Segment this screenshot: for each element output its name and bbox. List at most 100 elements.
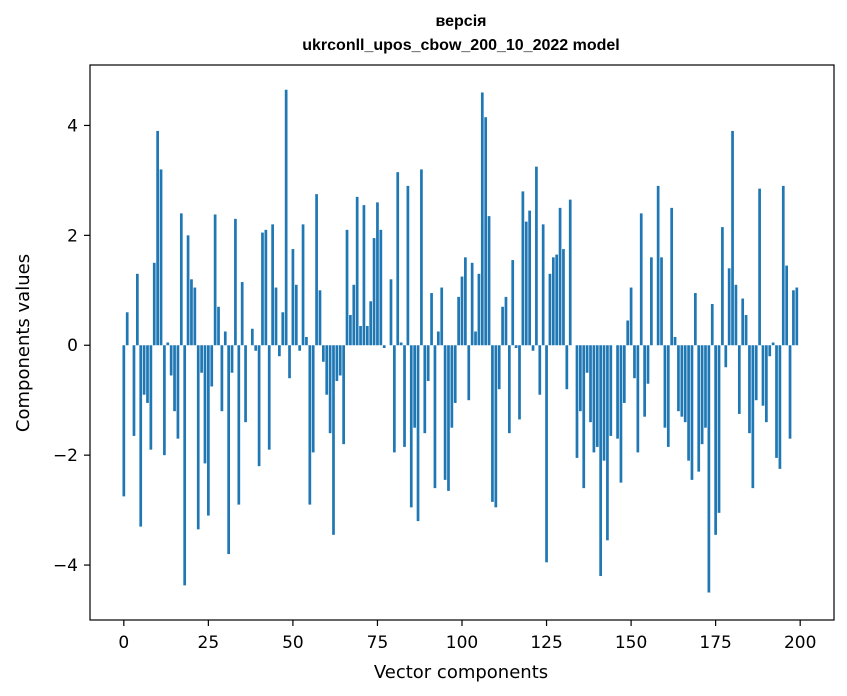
bar-176 <box>717 345 721 513</box>
bar-61 <box>328 345 332 434</box>
bar-137 <box>585 345 589 373</box>
bar-48 <box>284 89 288 346</box>
bar-151 <box>633 345 636 379</box>
bar-59 <box>321 345 325 362</box>
bar-29 <box>220 345 224 412</box>
bar-184 <box>744 315 748 346</box>
bar-33 <box>234 218 237 346</box>
x-tick-label-75: 75 <box>367 633 389 653</box>
x-tick-label-50: 50 <box>282 633 304 653</box>
bar-13 <box>166 342 170 346</box>
bar-4 <box>135 273 139 346</box>
bar-15 <box>173 345 176 412</box>
bar-196 <box>785 265 789 346</box>
bar-136 <box>582 345 586 489</box>
bar-149 <box>626 320 630 346</box>
bar-160 <box>663 345 667 428</box>
bar-69 <box>355 196 359 346</box>
bar-21 <box>193 287 197 346</box>
bar-3 <box>132 345 136 436</box>
bar-14 <box>169 345 173 376</box>
bar-159 <box>660 257 663 346</box>
bar-187 <box>754 345 758 401</box>
bar-6 <box>142 345 146 395</box>
bar-64 <box>338 345 342 376</box>
bar-192 <box>771 342 775 346</box>
bar-94 <box>440 287 444 346</box>
x-tick-label-0: 0 <box>118 633 129 653</box>
bar-7 <box>146 345 149 403</box>
bar-119 <box>524 221 528 346</box>
bar-79 <box>389 279 393 346</box>
bar-20 <box>190 279 193 346</box>
bar-150 <box>629 287 633 346</box>
bar-26 <box>210 345 214 387</box>
bar-199 <box>795 287 799 346</box>
bar-67 <box>349 315 352 346</box>
bar-144 <box>609 345 613 436</box>
bar-147 <box>619 345 623 483</box>
bar-63 <box>335 345 339 381</box>
bar-127 <box>551 257 555 346</box>
bar-177 <box>721 227 724 346</box>
y-axis: −4 −2 0 2 4 <box>53 116 90 576</box>
bar-10 <box>156 130 159 346</box>
bar-44 <box>271 224 274 346</box>
bar-28 <box>217 306 220 346</box>
bar-87 <box>416 345 420 522</box>
y-tick-label-4: 4 <box>67 116 78 136</box>
bar-185 <box>748 345 751 434</box>
bar-66 <box>345 229 349 346</box>
bar-46 <box>278 345 281 357</box>
bar-31 <box>227 345 231 555</box>
bar-143 <box>606 345 609 541</box>
bar-189 <box>761 345 765 406</box>
bar-36 <box>244 345 247 423</box>
bar-51 <box>294 284 298 346</box>
bar-154 <box>643 345 646 417</box>
bar-179 <box>727 268 731 346</box>
x-tick-label-125: 125 <box>530 633 562 653</box>
bar-182 <box>737 345 741 414</box>
bar-114 <box>507 345 511 434</box>
bar-57 <box>315 194 318 346</box>
bar-18 <box>183 345 187 586</box>
bar-129 <box>558 207 562 346</box>
bar-25 <box>207 345 210 516</box>
bar-167 <box>687 345 690 461</box>
bar-178 <box>724 345 728 368</box>
bar-125 <box>545 345 548 563</box>
bar-82 <box>399 342 403 346</box>
bar-139 <box>592 345 596 453</box>
bar-132 <box>568 199 572 346</box>
bar-141 <box>599 345 603 577</box>
bar-116 <box>514 345 518 348</box>
bar-168 <box>690 345 694 480</box>
bar-12 <box>163 345 166 456</box>
bar-172 <box>704 345 707 428</box>
bar-121 <box>531 345 535 351</box>
bar-99 <box>457 296 460 346</box>
bar-124 <box>541 224 545 346</box>
bar-191 <box>768 345 772 357</box>
bar-183 <box>741 298 745 346</box>
bar-24 <box>203 345 207 464</box>
bar-70 <box>359 326 362 346</box>
bar-89 <box>423 345 427 434</box>
bars-group <box>122 89 799 593</box>
y-tick-label--4: −4 <box>53 556 78 576</box>
bar-193 <box>775 345 778 458</box>
y-tick-label--2: −2 <box>53 446 78 466</box>
x-tick-label-175: 175 <box>699 633 731 653</box>
bar-126 <box>548 273 552 346</box>
bar-101 <box>464 257 467 346</box>
bar-62 <box>332 345 335 535</box>
x-tick-label-25: 25 <box>198 633 220 653</box>
bar-108 <box>487 216 491 346</box>
bar-194 <box>778 345 782 469</box>
bar-148 <box>622 345 626 403</box>
bar-9 <box>152 262 156 346</box>
bar-41 <box>261 232 264 346</box>
x-axis: 0 25 50 75 100 125 150 175 200 <box>118 620 816 653</box>
